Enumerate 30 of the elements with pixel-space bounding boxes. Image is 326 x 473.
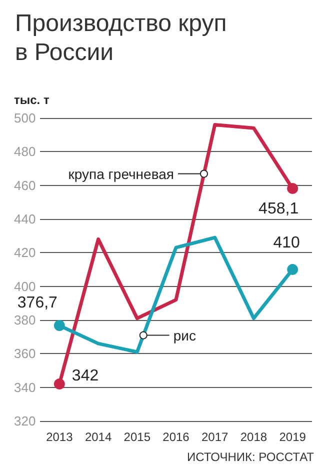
point: [54, 378, 65, 390]
x-tick-label: 2016: [162, 430, 190, 444]
y-tick-label: 440: [14, 212, 36, 226]
x-tick-label: 2018: [240, 430, 268, 444]
x-tick-label: 2015: [124, 430, 151, 444]
y-tick-label: 400: [14, 278, 36, 294]
text: ИСТОЧНИК: РОССТАТ: [186, 450, 315, 464]
y-tick-label: 460: [14, 178, 36, 193]
series-label: рис: [173, 327, 196, 344]
data-label: 410: [273, 234, 300, 252]
point: [54, 320, 65, 332]
y-tick-label: 380: [14, 312, 36, 328]
data-label: 376,7: [17, 294, 58, 312]
y-tick-label: 340: [14, 380, 36, 395]
data-label: 458,1: [258, 200, 299, 218]
y-axis-title: тыс. т: [14, 93, 50, 107]
x-tick-label: 2013: [46, 430, 74, 444]
chart-title: Производство круп в России: [15, 10, 227, 66]
y-tick-label: 360: [14, 346, 36, 362]
y-tick-label: 480: [14, 144, 36, 160]
series-label: крупа гречневая: [68, 166, 174, 182]
x-tick-label: 2017: [202, 430, 229, 444]
y-tick-label: 320: [14, 414, 36, 428]
point: [287, 264, 298, 275]
data-label: 342: [72, 367, 99, 384]
point: [287, 183, 298, 194]
x-tick-label: 2019: [279, 430, 306, 444]
x-tick-label: 2014: [84, 430, 112, 444]
y-tick-label: 420: [14, 245, 36, 260]
y-tick-label: 500: [14, 110, 36, 126]
